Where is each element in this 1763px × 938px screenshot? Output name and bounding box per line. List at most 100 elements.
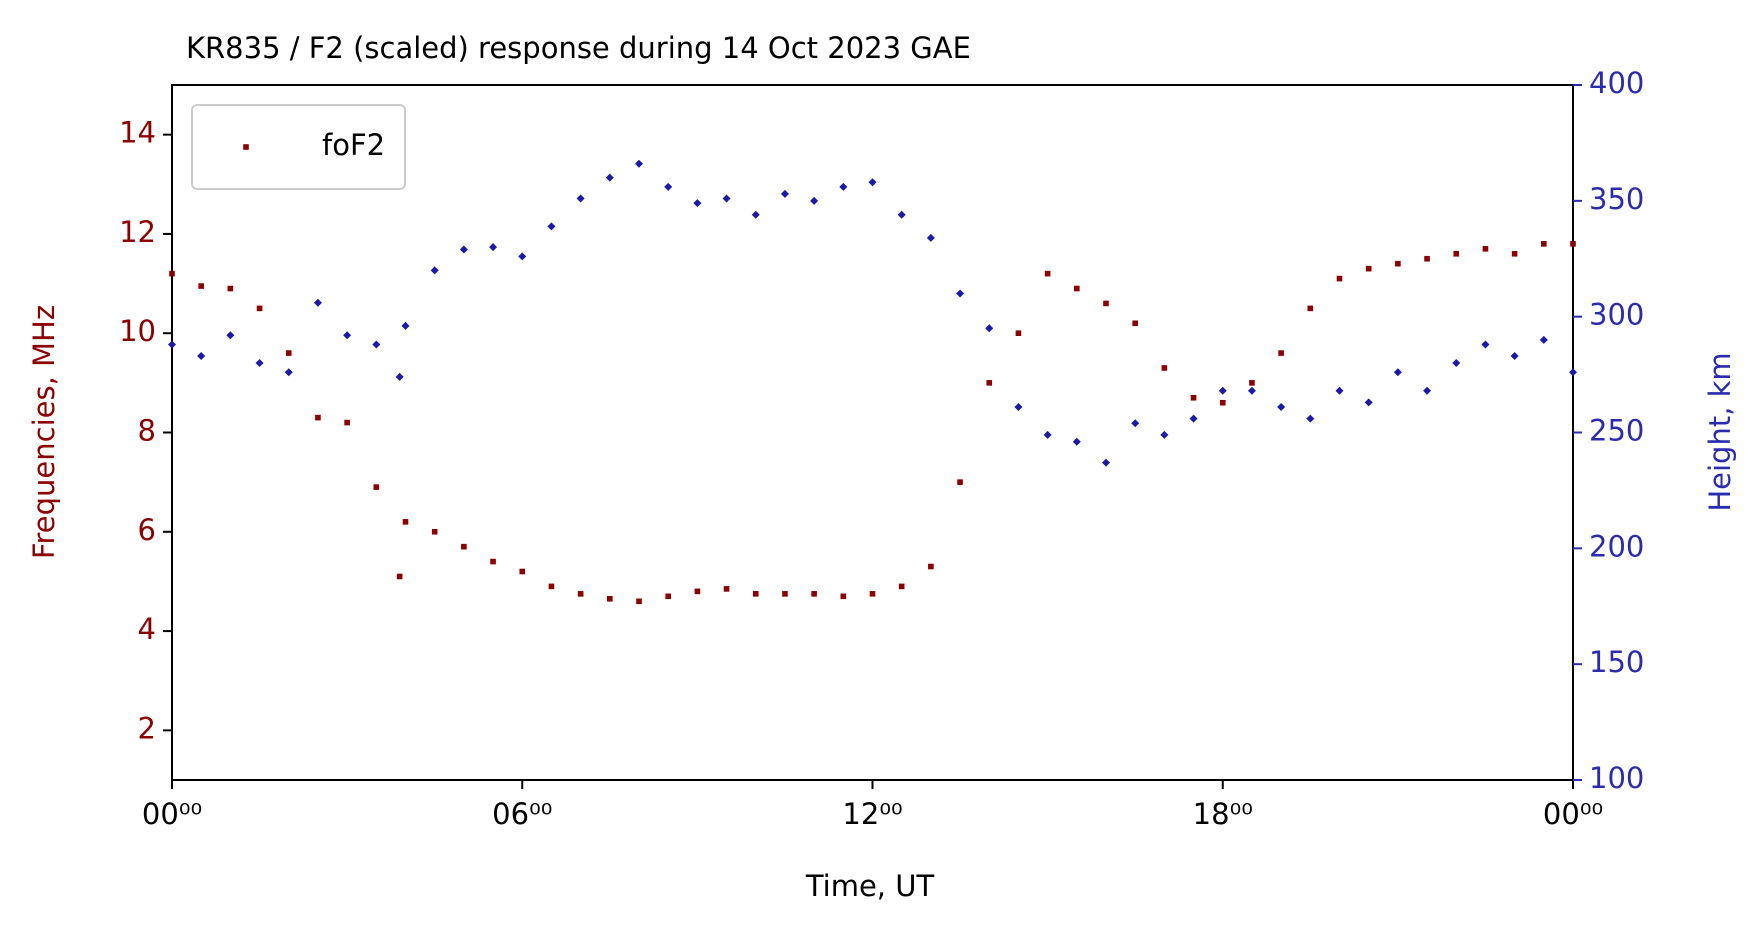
data-point [635,159,643,168]
y2-tick-label: 150 [1589,645,1644,679]
data-point [985,324,994,333]
x-tick-label: 18⁰⁰ [1193,797,1253,831]
data-point [1364,398,1373,407]
data-point [926,233,935,242]
data-point [665,593,671,600]
x-tick-label: 06⁰⁰ [492,797,552,831]
data-point [396,573,403,580]
data-point [1511,250,1518,257]
y-axis-label: Frequencies, MHz [27,305,61,559]
data-point [1219,399,1226,406]
data-point [780,189,789,198]
data-point [1570,241,1576,247]
chart-title: KR835 / F2 (scaled) response during 14 O… [186,31,971,65]
data-point [1102,458,1110,467]
data-point [1131,419,1140,428]
data-point [315,414,321,421]
data-point [664,182,673,191]
data-point [1218,386,1227,395]
data-point [897,210,906,219]
data-point [1365,265,1372,272]
data-point [1278,350,1284,356]
data-point [430,266,439,275]
data-point [1393,368,1402,377]
data-point [343,331,352,340]
y2-tick-label: 250 [1589,414,1644,448]
data-point [227,285,234,292]
data-point [1306,414,1315,423]
data-point [1423,386,1432,395]
data-point [256,305,263,312]
data-point [168,340,176,349]
data-point [636,598,642,605]
data-point [1481,340,1490,349]
y-tick-label: 10 [119,314,156,348]
y-tick-label: 4 [138,612,156,646]
data-point [1074,285,1080,292]
data-point [723,586,730,592]
y2-tick-label: 400 [1589,66,1644,100]
data-point [198,283,204,289]
data-point [811,591,817,597]
data-point [1335,386,1344,395]
data-point [1307,305,1314,312]
data-point [313,298,322,307]
data-point [226,331,235,340]
data-point [782,591,788,597]
data-point [1277,403,1286,412]
data-point [489,243,498,252]
y2-tick-label: 100 [1589,761,1644,795]
data-point [810,196,819,205]
data-point [1452,359,1461,367]
data-point [519,568,526,575]
y2-tick-label: 200 [1589,529,1644,563]
data-point [431,528,438,535]
data-point [1132,320,1138,327]
data-point [1569,368,1577,377]
data-point [1510,352,1519,361]
data-point [1015,330,1022,337]
data-point [284,368,293,377]
data-point [1014,403,1023,412]
data-point [607,596,613,602]
data-point [868,178,877,187]
data-point [1453,250,1460,257]
data-point [1247,386,1256,395]
x-axis-label: Time, UT [805,869,935,903]
data-point [1189,414,1198,423]
data-point [898,583,905,590]
data-point [576,194,585,203]
data-point [869,591,876,597]
y-tick-label: 2 [138,711,156,745]
data-point [1161,365,1168,371]
data-point [1044,270,1051,277]
y-tick-label: 8 [138,414,156,448]
data-point [577,591,584,597]
y-tick-label: 14 [119,116,156,150]
data-point [401,321,410,330]
data-point [1482,246,1489,252]
data-point [752,591,759,597]
data-point [490,558,496,565]
data-point [751,210,760,219]
data-point [344,419,350,426]
data-point [1539,335,1548,344]
y2-tick-label: 350 [1589,182,1644,216]
data-point [547,222,556,231]
data-point [1103,300,1109,307]
data-point [1249,380,1255,386]
data-point [518,252,527,261]
data-point [694,588,701,595]
data-point [169,270,175,277]
data-point [461,543,467,550]
y2-tick-label: 300 [1589,298,1644,332]
data-point [373,484,380,490]
legend-marker [243,144,249,150]
y-tick-label: 12 [119,215,156,249]
legend-label: foF2 [322,128,385,162]
data-point [928,563,934,570]
data-point [1160,430,1169,439]
data-point [255,359,264,367]
data-point [839,182,848,191]
